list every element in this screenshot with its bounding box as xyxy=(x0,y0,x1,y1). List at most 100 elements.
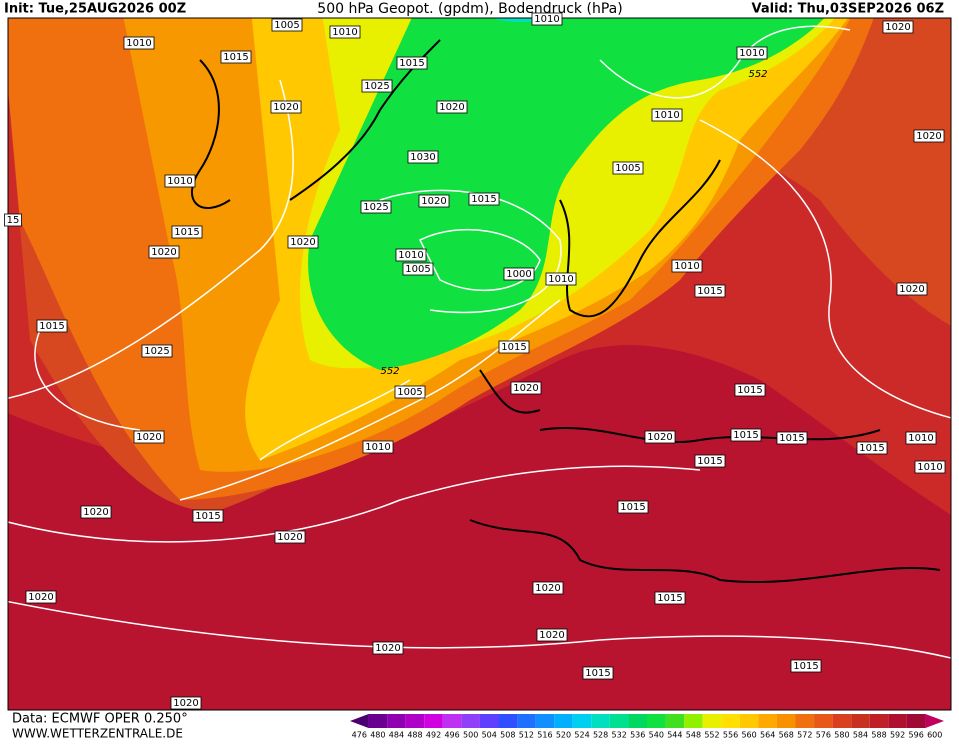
isobar-label: 15 xyxy=(7,215,20,226)
scale-label: 540 xyxy=(649,731,664,740)
label-box xyxy=(790,659,822,673)
label-box xyxy=(536,628,568,642)
isobar-label: 1010 xyxy=(674,261,699,272)
scale-label: 484 xyxy=(389,731,404,740)
label-box xyxy=(141,344,173,358)
label-box xyxy=(532,581,564,595)
isobar-label: 1020 xyxy=(290,237,315,248)
label-box xyxy=(913,129,945,143)
scale-label: 596 xyxy=(909,731,924,740)
isobar-label: 1015 xyxy=(733,430,758,441)
scale-label: 588 xyxy=(871,731,886,740)
isobar-label: 1015 xyxy=(223,52,248,63)
scale-swatch xyxy=(535,714,555,728)
scale-swatch xyxy=(888,714,907,728)
scale-label: 524 xyxy=(574,731,589,740)
isobar-label: 1020 xyxy=(916,131,941,142)
isobar-label: 1005 xyxy=(405,264,430,275)
label-box xyxy=(856,441,888,455)
map-frame xyxy=(7,17,952,711)
isobar-label: 1020 xyxy=(885,22,910,33)
isobar-label: 1020 xyxy=(83,507,108,518)
scale-label: 580 xyxy=(834,731,849,740)
scale-swatch xyxy=(498,714,518,728)
isobar-label: 1025 xyxy=(363,202,388,213)
label-box xyxy=(896,282,928,296)
scale-swatch xyxy=(461,714,480,728)
scale-label: 552 xyxy=(704,731,719,740)
scale-label: 592 xyxy=(890,731,905,740)
scale-swatch xyxy=(517,714,536,728)
data-source: Data: ECMWF OPER 0.250° xyxy=(12,712,188,727)
label-box xyxy=(123,36,155,50)
map-title: 500 hPa Geopot. (gpdm), Bodendruck (hPa) xyxy=(317,1,622,17)
isobar-label: 1010 xyxy=(654,110,679,121)
scale-swatch xyxy=(851,714,870,728)
label-box xyxy=(220,50,252,64)
label-box xyxy=(651,108,683,122)
scale-swatch xyxy=(479,714,499,728)
scale-swatch xyxy=(387,714,406,728)
isobar-label: 1010 xyxy=(365,442,390,453)
scale-swatch xyxy=(554,714,573,728)
label-box xyxy=(329,25,361,39)
label-box xyxy=(510,381,542,395)
label-box xyxy=(171,225,203,239)
isobar-label: 1015 xyxy=(620,502,645,513)
scale-swatch xyxy=(906,714,926,728)
label-box xyxy=(730,428,762,442)
scale-label: 492 xyxy=(426,731,441,740)
label-box xyxy=(418,194,450,208)
scale-swatch xyxy=(647,714,666,728)
label-box xyxy=(468,192,500,206)
isobar-label: 1015 xyxy=(39,321,64,332)
isobar-labels: 1005 1010 1010 1010 1015 1015 1025 1020 1020 1010… xyxy=(4,12,946,710)
scale-swatch xyxy=(442,714,462,728)
isobar-label: 1015 xyxy=(471,194,496,205)
isobar-label: 1015 xyxy=(697,456,722,467)
scale-swatch xyxy=(405,714,425,728)
isobar-label: 1010 xyxy=(908,433,933,444)
label-box xyxy=(734,383,766,397)
isobar-label: 1020 xyxy=(899,284,924,295)
isobar-label: 1015 xyxy=(859,443,884,454)
isobar-label: 1015 xyxy=(793,661,818,672)
label-box xyxy=(402,262,434,276)
label-box xyxy=(914,460,946,474)
isobar-label: 1005 xyxy=(615,163,640,174)
label-box xyxy=(694,284,726,298)
scale-label: 508 xyxy=(500,731,515,740)
isobar-label: 1015 xyxy=(174,227,199,238)
label-box xyxy=(25,590,57,604)
label-box xyxy=(694,454,726,468)
isobar-label: 1015 xyxy=(737,385,762,396)
isobar-label: 1025 xyxy=(364,81,389,92)
scale-label: 480 xyxy=(370,731,385,740)
label-box xyxy=(436,100,468,114)
label-box xyxy=(617,500,649,514)
isobar-label: 1010 xyxy=(548,274,573,285)
scale-label: 560 xyxy=(741,731,756,740)
label-box xyxy=(654,591,686,605)
isobar-label: 1030 xyxy=(410,152,435,163)
isobar-label: 1020 xyxy=(539,630,564,641)
isobar-label: 1010 xyxy=(167,176,192,187)
scale-arrow xyxy=(350,714,369,728)
scale-label: 600 xyxy=(927,731,942,740)
scale-swatch xyxy=(758,714,777,728)
label-box xyxy=(407,150,439,164)
scale-label: 576 xyxy=(816,731,831,740)
label-box xyxy=(170,696,202,710)
scale-arrow xyxy=(925,714,944,728)
isobar-label: 1020 xyxy=(151,247,176,258)
isobar-label: 1010 xyxy=(739,48,764,59)
label-box xyxy=(133,430,165,444)
color-scale: 476 480 484 488 492 496 500 504 508 512 516 520 524 5… xyxy=(350,714,944,740)
scale-swatch xyxy=(795,714,815,728)
isobar-label: 1000 xyxy=(506,269,531,280)
isobar-label: 1020 xyxy=(273,102,298,113)
label-box xyxy=(503,267,535,281)
isobar-label: 1010 xyxy=(126,38,151,49)
